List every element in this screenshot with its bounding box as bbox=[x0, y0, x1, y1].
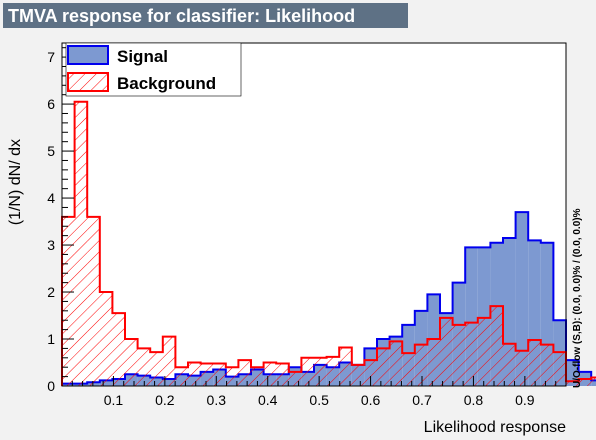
background-outline bbox=[61, 100, 596, 386]
background-bin bbox=[137, 348, 151, 386]
background-bin bbox=[188, 362, 201, 386]
x-tick-label: 0.3 bbox=[207, 392, 227, 408]
legend-background-swatch bbox=[67, 72, 109, 92]
chart-title: TMVA response for classifier: Likelihood bbox=[8, 6, 355, 26]
background-bin bbox=[99, 292, 113, 386]
legend: Signal Background bbox=[65, 42, 242, 97]
background-bin bbox=[578, 378, 592, 386]
x-axis-label: Likelihood response bbox=[424, 419, 566, 436]
background-bin bbox=[377, 348, 390, 386]
background-bin bbox=[213, 363, 226, 386]
y-tick-label: 2 bbox=[47, 284, 55, 300]
x-tick-label: 0.5 bbox=[309, 392, 329, 408]
x-tick-label: 0.4 bbox=[258, 392, 278, 408]
background-bin bbox=[301, 357, 314, 386]
background-bin bbox=[150, 352, 163, 386]
background-bin bbox=[389, 341, 403, 386]
overflow-note: U/O-flow (S,B): (0.0, 0.0)% / (0.0, 0.0)… bbox=[572, 208, 583, 388]
background-bin bbox=[591, 377, 596, 386]
background-bin bbox=[566, 381, 579, 386]
background-histogram bbox=[61, 100, 596, 386]
y-tick-label: 1 bbox=[47, 331, 55, 347]
y-tick-label: 0 bbox=[47, 378, 55, 394]
y-axis: 0 1 2 3 4 5 6 7 bbox=[47, 47, 74, 394]
background-bin bbox=[162, 336, 176, 386]
title-box bbox=[3, 3, 408, 28]
background-bin bbox=[490, 306, 503, 386]
legend-signal-swatch bbox=[67, 45, 109, 65]
background-bin bbox=[112, 313, 125, 386]
background-bin bbox=[427, 339, 440, 386]
background-bin bbox=[402, 353, 415, 386]
background-bin bbox=[465, 322, 478, 386]
y-tick-label: 7 bbox=[47, 49, 55, 65]
background-bin bbox=[87, 216, 100, 386]
y-tick-label: 5 bbox=[47, 143, 55, 159]
background-bin bbox=[503, 343, 516, 386]
background-bin bbox=[414, 344, 428, 386]
signal-bin bbox=[566, 360, 579, 386]
x-tick-label: 0.8 bbox=[464, 392, 484, 408]
y-axis-label: (1/N) dN/ dx bbox=[7, 139, 24, 225]
background-bin bbox=[200, 363, 214, 386]
background-bin bbox=[553, 352, 566, 386]
background-bin bbox=[339, 347, 352, 386]
x-tick-label: 0.2 bbox=[155, 392, 175, 408]
background-bin bbox=[351, 364, 365, 386]
background-bin bbox=[74, 101, 88, 386]
y-tick-label: 4 bbox=[47, 190, 55, 206]
background-bin bbox=[225, 367, 239, 386]
x-tick-label: 0.9 bbox=[515, 392, 535, 408]
background-bin bbox=[276, 363, 289, 386]
background-bin bbox=[314, 357, 327, 386]
y-tick-label: 6 bbox=[47, 96, 55, 112]
background-bin bbox=[125, 339, 138, 386]
background-bin bbox=[175, 367, 188, 386]
background-bin bbox=[364, 360, 377, 386]
legend-background-label: Background bbox=[117, 74, 216, 93]
background-bin bbox=[452, 324, 466, 386]
x-tick-label: 0.1 bbox=[104, 392, 124, 408]
x-axis: 0.1 0.2 0.3 0.4 0.5 0.6 0.7 0.8 0.9 bbox=[61, 376, 567, 408]
y-tick-label: 3 bbox=[47, 237, 55, 253]
x-tick-label: 0.7 bbox=[412, 392, 432, 408]
legend-signal-label: Signal bbox=[117, 47, 168, 66]
background-bin bbox=[238, 360, 251, 386]
x-tick-label: 0.6 bbox=[361, 392, 381, 408]
background-bin bbox=[440, 317, 453, 386]
signal-bin bbox=[515, 212, 529, 386]
background-bin bbox=[288, 371, 302, 386]
background-bin bbox=[251, 367, 264, 386]
background-bin bbox=[515, 350, 529, 386]
background-bin bbox=[62, 216, 75, 386]
background-bin bbox=[326, 356, 340, 386]
background-bin bbox=[477, 317, 491, 386]
background-bin bbox=[528, 339, 541, 386]
background-bin bbox=[263, 362, 277, 386]
background-bin bbox=[540, 344, 554, 386]
plot-frame bbox=[61, 42, 567, 387]
